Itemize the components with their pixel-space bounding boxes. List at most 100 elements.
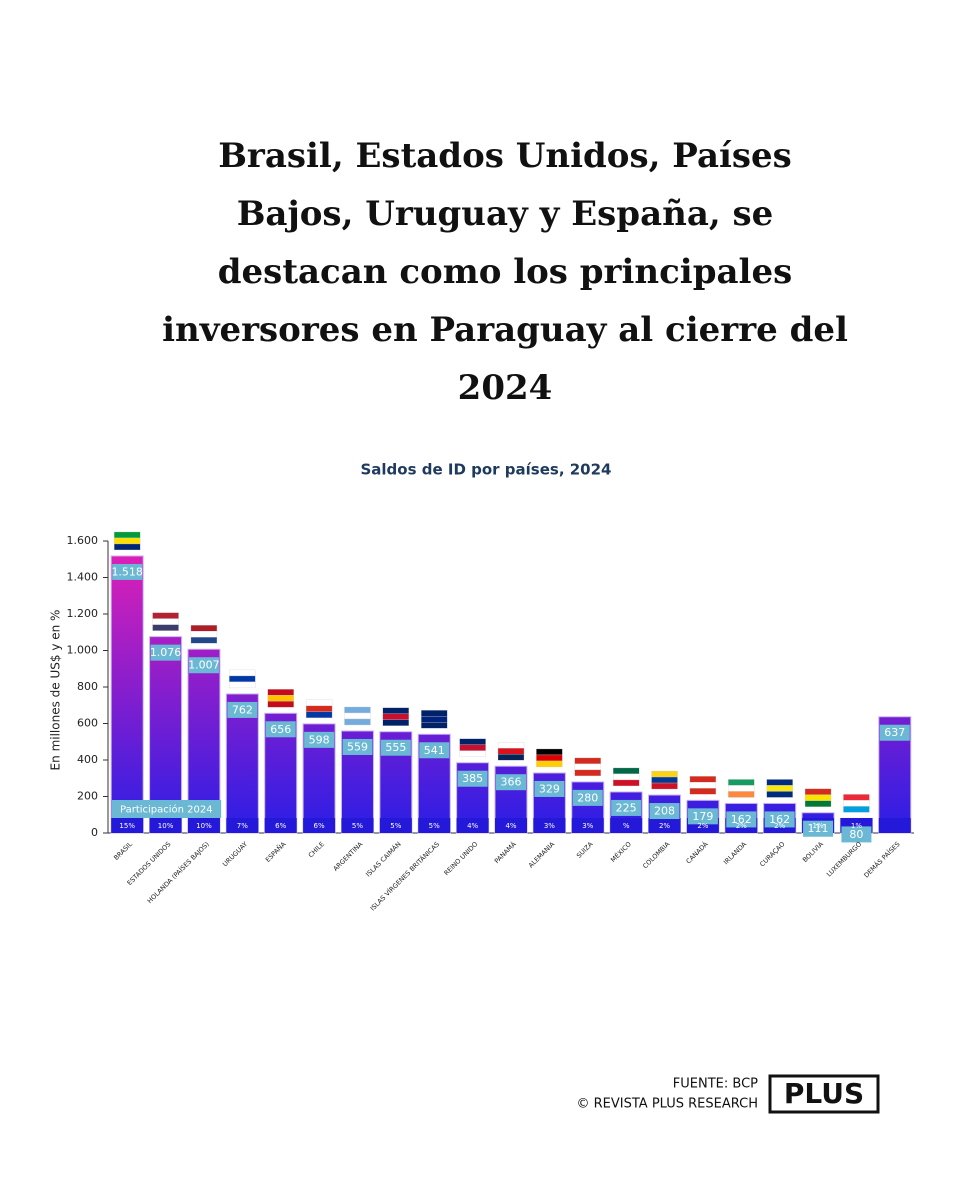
flag-stripe — [344, 718, 371, 726]
value-label-box — [150, 644, 181, 661]
y-tick-label: 1.200 — [67, 607, 99, 620]
value-label-box — [841, 826, 872, 843]
flag-stripe — [843, 794, 870, 801]
flag-stripe — [267, 701, 294, 708]
flag-stripe — [612, 773, 640, 781]
flag-stripe — [689, 782, 717, 789]
x-tick-label: REINO UNIDO — [443, 840, 480, 877]
share-band — [303, 818, 336, 833]
share-label: 2% — [736, 822, 747, 830]
share-band — [226, 818, 259, 833]
flag-stripe — [152, 618, 179, 625]
share-label: 2% — [697, 822, 708, 830]
flag-stripe — [305, 711, 333, 719]
flag-stripe — [843, 806, 870, 813]
flag-stripe — [152, 612, 179, 619]
value-label-box — [764, 811, 795, 828]
flag-stripe — [382, 713, 410, 720]
value-label: 366 — [501, 776, 522, 789]
share-label: 1% — [851, 822, 862, 830]
flag-stripe — [421, 722, 448, 729]
bar — [110, 555, 144, 834]
share-label: 5% — [429, 822, 440, 830]
value-label: 329 — [539, 782, 560, 795]
flag-stripe — [229, 681, 256, 689]
y-tick-label: 600 — [77, 717, 98, 730]
value-label-box — [803, 820, 834, 837]
share-label: 10% — [196, 822, 212, 830]
value-label-box — [380, 739, 411, 756]
value-label-box — [112, 563, 143, 580]
flag-stripe — [229, 669, 256, 677]
x-tick-label: ISLAS CAIMÁN — [364, 839, 403, 878]
value-label: 656 — [270, 723, 291, 736]
flag-stripe — [651, 770, 678, 778]
y-tick-label: 800 — [77, 680, 98, 693]
share-band — [264, 818, 297, 833]
flag-stripe — [152, 624, 179, 631]
x-tick-label: BRASIL — [112, 840, 134, 862]
value-label-box — [879, 724, 910, 741]
x-tick-label: ARGENTINA — [332, 840, 365, 873]
flag-stripe — [728, 785, 755, 792]
flag-stripe — [267, 695, 294, 702]
share-label: 6% — [275, 822, 286, 830]
flag-stripe — [766, 779, 793, 786]
flag-stripe — [229, 675, 256, 683]
value-label: 637 — [884, 726, 905, 739]
value-label: 598 — [309, 733, 330, 746]
credit: © REVISTA PLUS RESEARCH — [577, 1097, 759, 1112]
chart-subtitle: Saldos de ID por países, 2024 — [360, 461, 611, 479]
chart-title-line: 2024 — [458, 368, 553, 408]
share-label: 3% — [582, 822, 593, 830]
share-band — [648, 818, 681, 833]
logo-box — [768, 1074, 880, 1114]
value-label-box — [572, 789, 603, 806]
flag-stripe — [305, 705, 333, 713]
x-tick-label: CANADÁ — [684, 839, 710, 865]
share-label: 15% — [119, 822, 135, 830]
x-tick-label: LUXEMBURGO — [825, 840, 863, 878]
value-label-box — [611, 799, 642, 816]
value-label-box — [265, 721, 296, 738]
flag-stripe — [459, 750, 486, 757]
share-title-box — [112, 800, 222, 818]
flag-stripe — [190, 637, 218, 644]
share-label: 2% — [774, 822, 785, 830]
share-label: 2% — [659, 822, 670, 830]
x-tick-label: IRLANDA — [722, 840, 748, 866]
share-band — [111, 818, 144, 833]
flag-stripe — [536, 748, 563, 756]
value-label-box — [687, 808, 718, 825]
chart-title-line: inversores en Paraguay al cierre del — [162, 310, 848, 350]
flag-stripe — [305, 699, 333, 707]
flag-stripe — [574, 769, 601, 777]
flag-stripe — [651, 776, 678, 784]
value-label: 162 — [769, 813, 790, 826]
flag-stripe — [804, 788, 832, 795]
value-label: 80 — [849, 828, 863, 841]
x-tick-label: DEMÁS PAÍSES — [862, 839, 902, 879]
flag-stripe — [728, 791, 755, 798]
share-label: 4% — [505, 822, 516, 830]
y-tick-label: 200 — [77, 790, 98, 803]
flag-stripe — [536, 754, 563, 762]
x-tick-label: MÉXICO — [608, 839, 633, 864]
flag-stripe — [497, 754, 525, 761]
value-label-box — [649, 803, 680, 820]
share-band — [495, 818, 527, 833]
value-label-box — [419, 742, 450, 759]
value-label: 179 — [692, 810, 713, 823]
share-label: 3% — [544, 822, 555, 830]
flag-stripe — [114, 531, 141, 539]
flag-stripe — [344, 706, 371, 714]
value-label: 385 — [462, 772, 483, 785]
flag-stripe — [190, 625, 218, 632]
flag-stripe — [114, 543, 141, 551]
flag-stripe — [190, 631, 218, 638]
value-label-box — [304, 731, 335, 748]
value-label-box — [227, 701, 258, 718]
chart-title-line: Bajos, Uruguay y España, se — [237, 194, 774, 234]
value-label-box — [457, 770, 488, 787]
